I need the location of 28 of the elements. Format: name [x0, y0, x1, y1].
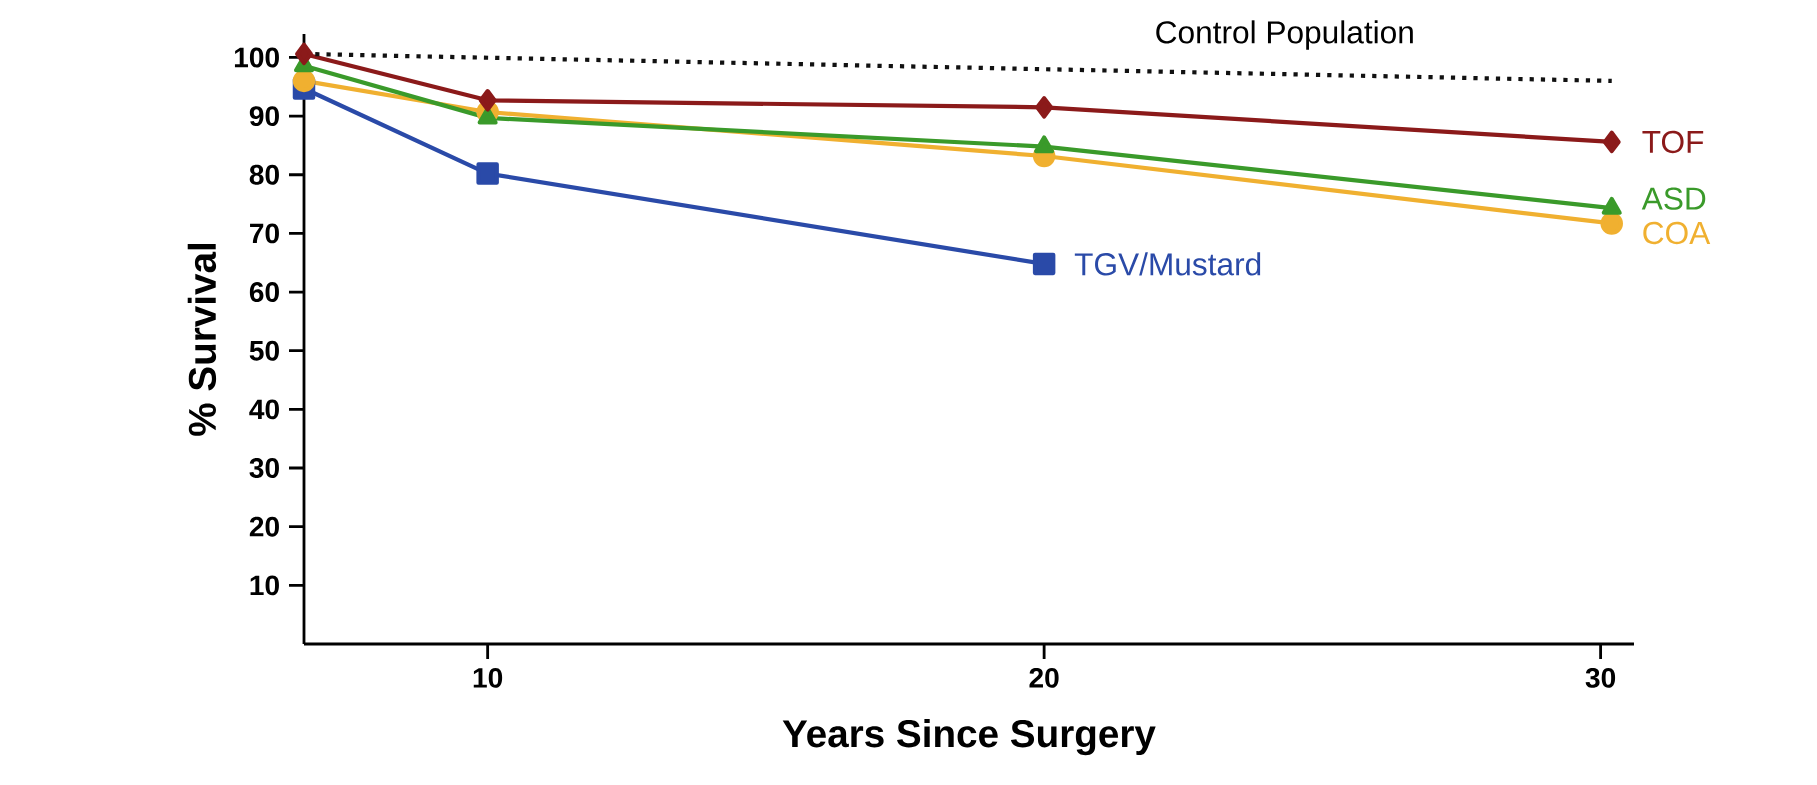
point	[478, 89, 497, 112]
series-label: TGV/Mustard	[1074, 252, 1261, 276]
x-tick-label: 20	[1029, 667, 1059, 688]
series-label: ASD	[1641, 187, 1706, 210]
series-label: Control Population	[1156, 20, 1413, 50]
point	[476, 162, 499, 185]
y-tick-label: 70	[250, 223, 279, 244]
y-tick-label: 100	[234, 47, 279, 68]
x-axis-title: Years Since Surgery	[782, 719, 1156, 756]
y-tick-label: 40	[249, 399, 279, 420]
y-tick-label: 10	[250, 575, 279, 596]
series-label: TOF	[1642, 130, 1704, 154]
point	[1032, 252, 1056, 276]
y-tick-label: 30	[249, 458, 279, 479]
x-tick-label: 10	[473, 667, 503, 688]
point	[1035, 96, 1054, 119]
x-tick-label: 30	[1585, 667, 1616, 688]
y-tick-label: 90	[249, 106, 279, 127]
y-tick-label: 50	[249, 340, 279, 361]
y-tick-label: 60	[249, 282, 279, 303]
point	[292, 69, 316, 93]
y-tick-label: 80	[249, 164, 279, 185]
y-tick-label: 20	[249, 516, 279, 537]
point	[1600, 212, 1623, 235]
point	[295, 42, 313, 66]
point	[1602, 130, 1621, 154]
y-axis-title: % Survival	[187, 244, 217, 436]
series-label: COA	[1643, 221, 1711, 245]
